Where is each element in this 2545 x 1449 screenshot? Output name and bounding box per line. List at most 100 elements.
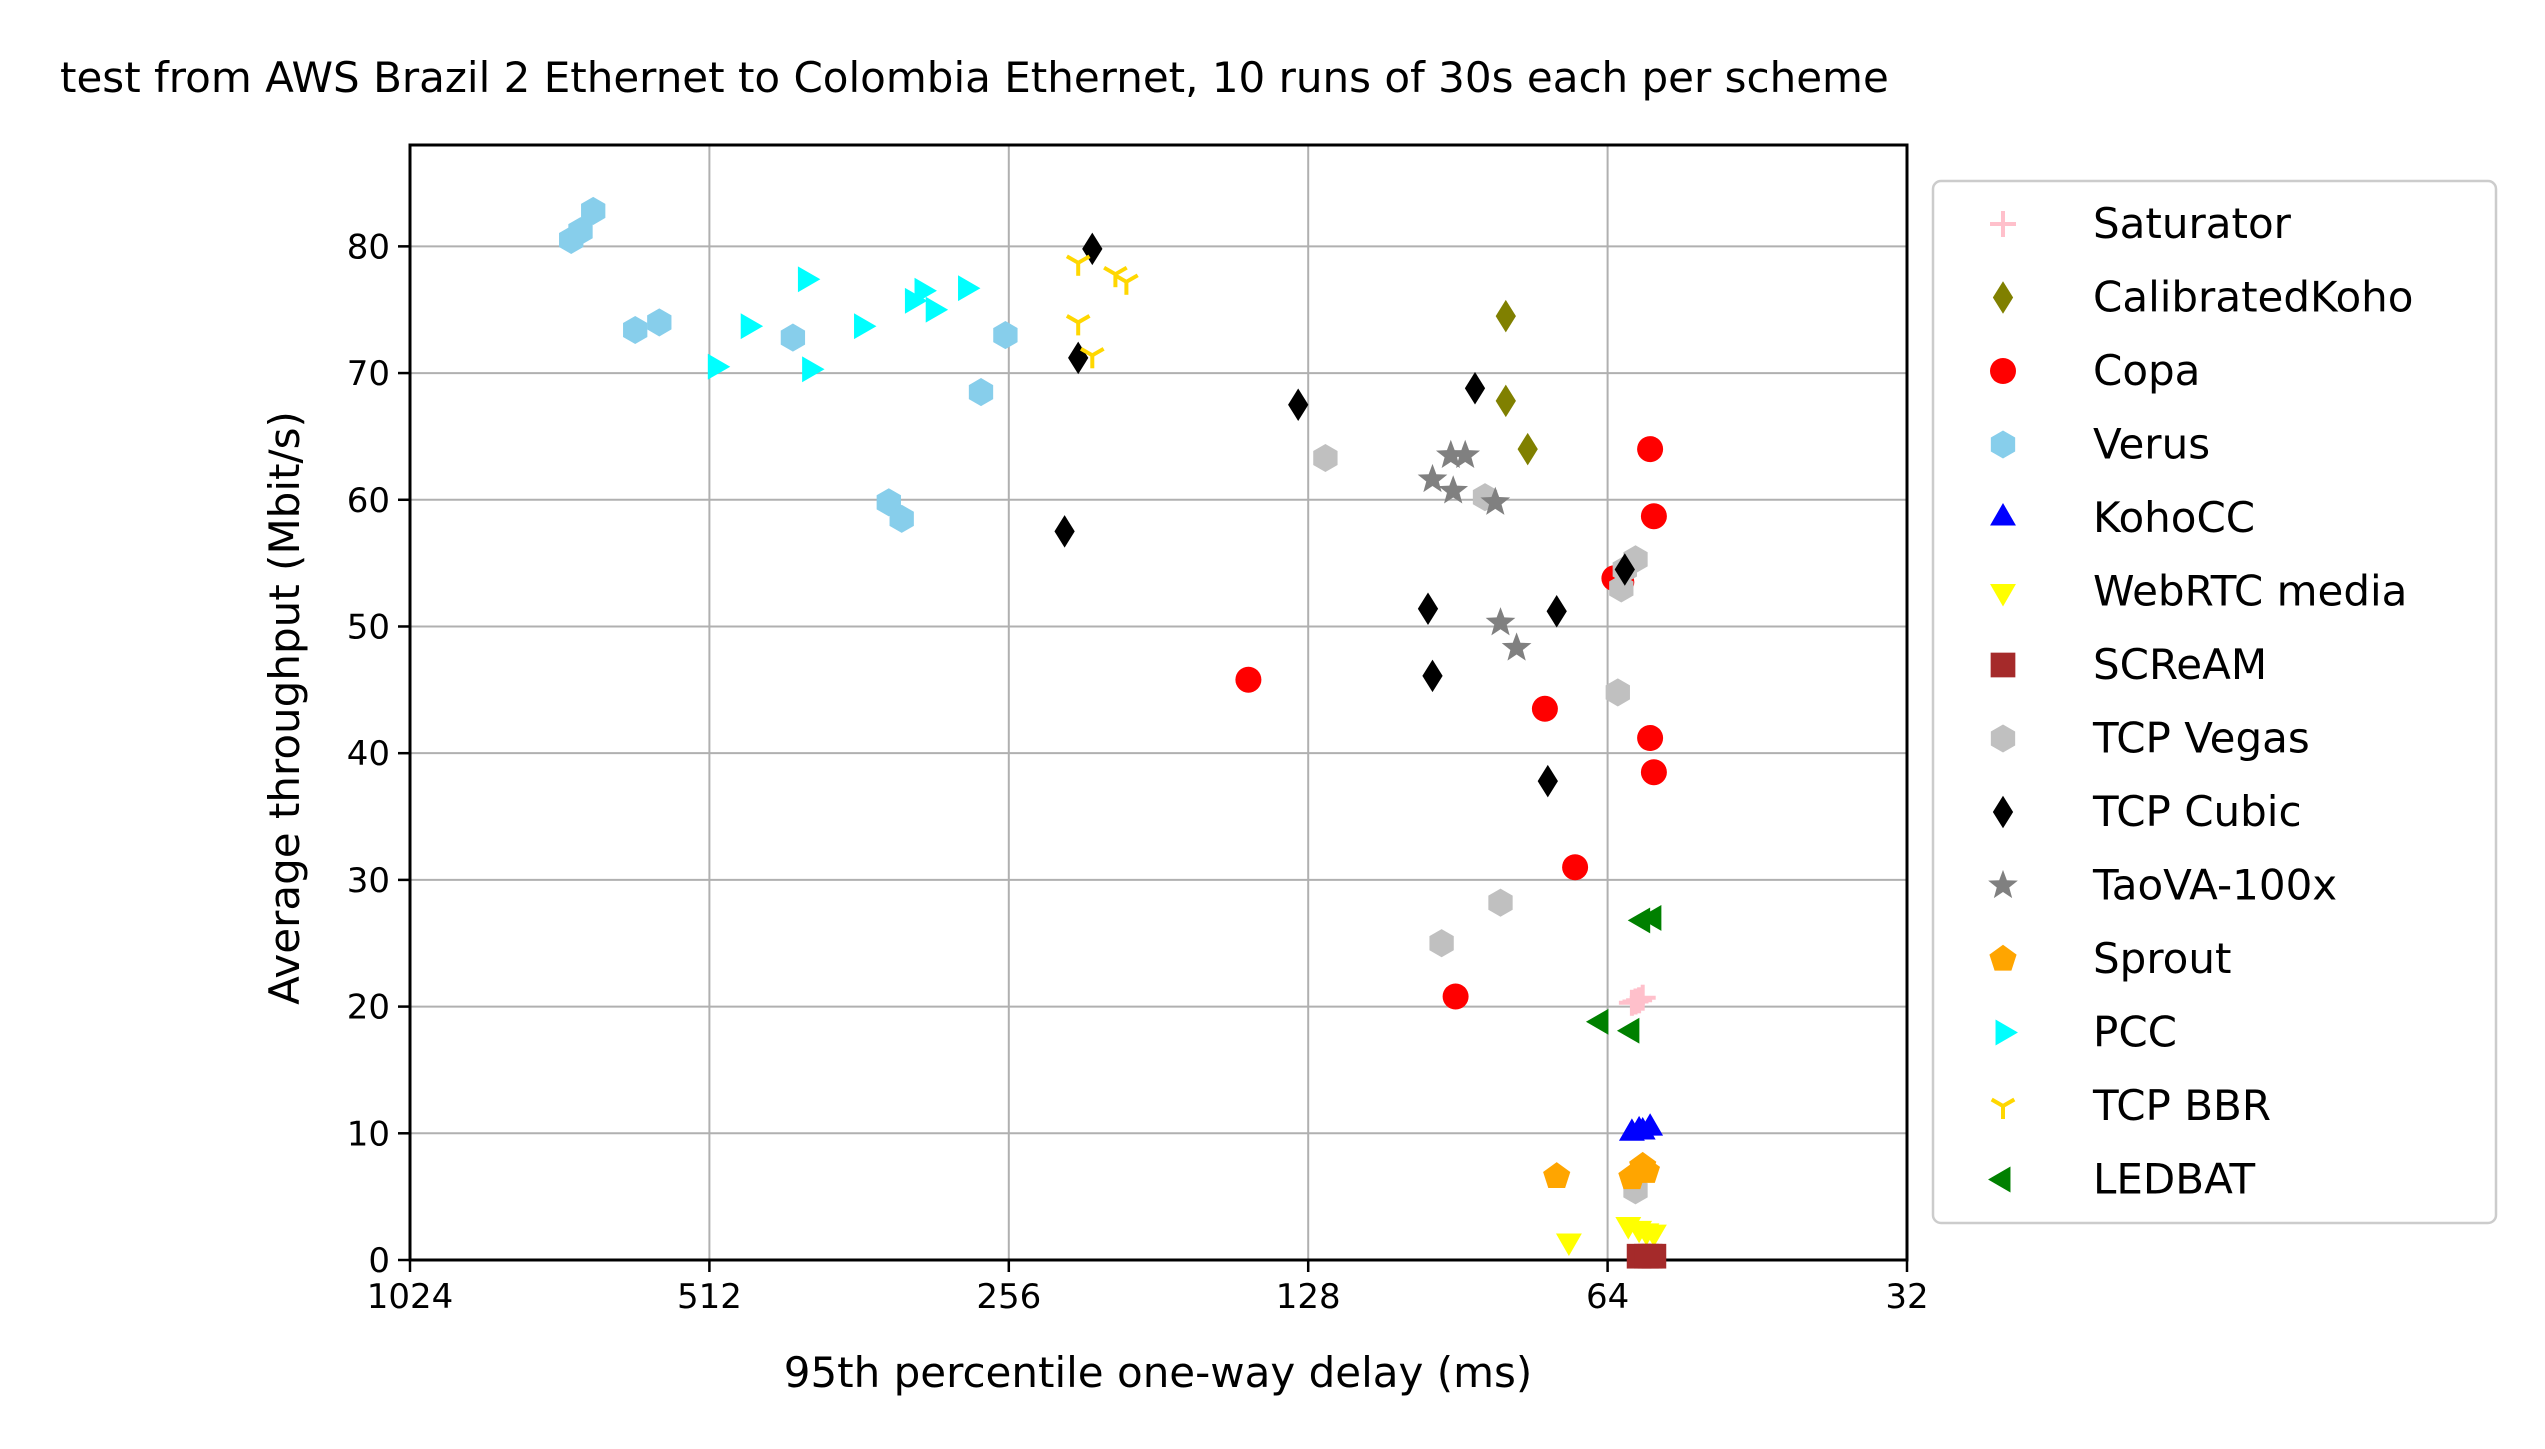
data-point xyxy=(1546,595,1567,628)
data-point xyxy=(1313,443,1338,473)
data-point xyxy=(1082,232,1103,266)
series-sprout xyxy=(1543,1151,1660,1190)
data-point xyxy=(1640,503,1667,530)
legend-marker xyxy=(1990,584,2016,607)
y-tick-label: 70 xyxy=(347,354,390,394)
legend-marker xyxy=(1995,1019,2018,1046)
data-point xyxy=(623,315,648,345)
x-tick-label: 64 xyxy=(1586,1277,1629,1317)
data-point xyxy=(1438,475,1469,504)
data-point xyxy=(1543,1162,1571,1188)
data-point xyxy=(1640,1224,1667,1248)
legend-item: KohoCC xyxy=(1990,493,2255,542)
data-point xyxy=(1640,759,1667,786)
legend-item: TCP Vegas xyxy=(1990,714,2310,763)
y-tick-label: 80 xyxy=(347,227,390,267)
data-point xyxy=(1435,439,1466,469)
data-point xyxy=(1614,553,1635,586)
series-verus xyxy=(559,196,1018,533)
data-point xyxy=(1464,372,1486,405)
legend-item: TCP Cubic xyxy=(1992,787,2302,836)
legend-label: LEDBAT xyxy=(2093,1155,2256,1204)
legend-item: Verus xyxy=(1990,420,2210,469)
legend-marker xyxy=(1990,430,2016,459)
data-point xyxy=(1235,666,1262,693)
data-point xyxy=(1450,439,1481,469)
legend-label: Sprout xyxy=(2093,934,2231,983)
legend-label: TaoVA-100x xyxy=(2092,861,2337,910)
legend-marker xyxy=(1990,724,2016,753)
data-point xyxy=(925,296,949,323)
data-point xyxy=(993,321,1018,350)
legend-label: Saturator xyxy=(2093,199,2292,248)
data-point xyxy=(1637,436,1664,463)
data-point xyxy=(1605,678,1630,707)
data-point xyxy=(968,378,994,407)
legend-label: WebRTC media xyxy=(2093,567,2407,616)
data-point xyxy=(1555,1233,1582,1256)
legend-marker xyxy=(1988,869,2018,899)
series-pcc xyxy=(707,266,981,383)
legend-item: TCP BBR xyxy=(1990,1081,2271,1130)
data-point xyxy=(1517,432,1538,466)
data-point xyxy=(1622,988,1649,1015)
plot-area-frame xyxy=(408,143,1909,1262)
data-point xyxy=(1429,929,1454,958)
legend-marker xyxy=(1992,795,2014,829)
data-point xyxy=(958,275,981,302)
data-point xyxy=(1288,388,1309,421)
legend-item: SCReAM xyxy=(1990,640,2267,689)
legend-marker xyxy=(1990,358,2016,384)
data-point xyxy=(707,353,731,380)
legend-label: Copa xyxy=(2093,346,2200,395)
legend-item: PCC xyxy=(1995,1008,2177,1057)
legend: Saturator CalibratedKoho Copa Verus KohoCC We… xyxy=(1931,179,2498,1225)
data-point xyxy=(1637,1243,1663,1269)
data-point xyxy=(802,356,825,383)
x-tick-label: 32 xyxy=(1885,1277,1928,1317)
data-point xyxy=(780,323,806,352)
series-taova-100x xyxy=(1417,439,1532,661)
x-tick-label: 128 xyxy=(1276,1277,1341,1317)
series-saturator xyxy=(1618,984,1656,1016)
legend-item: LEDBAT xyxy=(1988,1155,2256,1204)
grid xyxy=(409,145,1908,1261)
y-tick-label: 20 xyxy=(347,988,390,1028)
series-tcp-vegas xyxy=(1313,443,1648,1205)
y-tick-label: 0 xyxy=(368,1241,390,1281)
data-point xyxy=(740,313,764,340)
legend-item: CalibratedKoho xyxy=(1992,273,2414,322)
legend-item: Saturator xyxy=(1990,199,2292,248)
data-point xyxy=(1488,888,1513,917)
legend-label: PCC xyxy=(2093,1008,2177,1057)
legend-box xyxy=(1931,179,2498,1225)
data-point xyxy=(1629,1117,1656,1140)
data-point xyxy=(1501,632,1532,661)
data-point xyxy=(1495,299,1516,333)
data-points xyxy=(559,196,1667,1269)
legend-marker xyxy=(1988,1166,2011,1193)
series-tcp-bbr xyxy=(1065,254,1139,369)
data-point xyxy=(1079,347,1105,369)
x-tick-label: 1024 xyxy=(367,1277,454,1317)
legend-marker xyxy=(1990,652,2016,678)
series-ledbat xyxy=(1585,904,1662,1044)
legend-label: TCP Vegas xyxy=(2092,714,2310,763)
data-point xyxy=(647,308,672,337)
legend-label: TCP BBR xyxy=(2092,1081,2271,1130)
y-axis-label: Average throughput (Mbit/s) xyxy=(260,411,309,1005)
data-point xyxy=(1417,463,1448,493)
y-tick-label: 40 xyxy=(347,734,390,774)
y-tick-label: 30 xyxy=(347,861,390,901)
data-point xyxy=(1632,1157,1660,1183)
data-point xyxy=(1114,273,1139,295)
legend-item: WebRTC media xyxy=(1990,567,2407,616)
data-point xyxy=(1495,384,1516,418)
legend-label: CalibratedKoho xyxy=(2093,273,2414,322)
data-point xyxy=(581,196,606,225)
series-kohocc xyxy=(1618,1113,1664,1141)
series-webrtc-media xyxy=(1555,1217,1667,1256)
legend-item: TaoVA-100x xyxy=(1988,861,2337,910)
data-point xyxy=(1637,725,1664,751)
legend-marker xyxy=(1990,503,2016,526)
